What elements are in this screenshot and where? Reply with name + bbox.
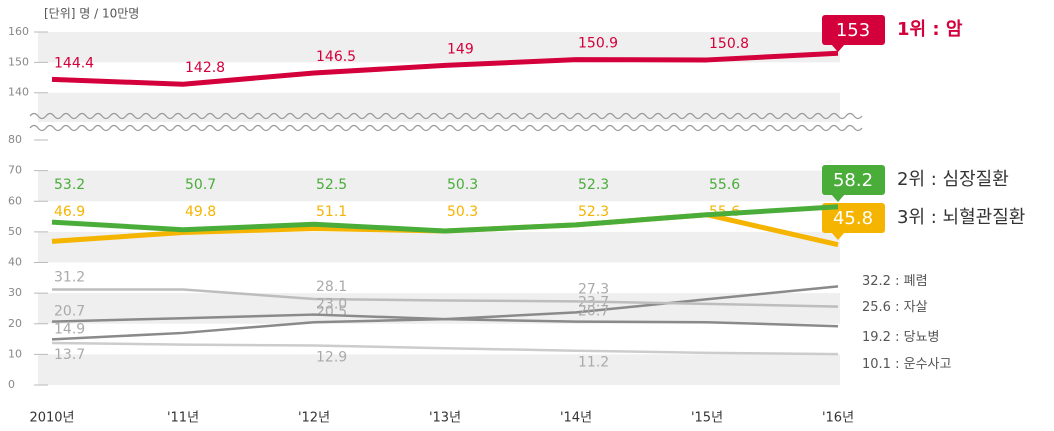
separator: :	[926, 19, 946, 40]
y-tick-label: 0	[8, 378, 15, 391]
band	[38, 170, 840, 202]
series-line	[51, 341, 839, 356]
y-tick-label: 150	[8, 55, 29, 68]
value-label: 55.6	[709, 177, 740, 193]
end-series-label: 2위 : 심장질환	[897, 169, 1009, 190]
value-label: 146.5	[316, 49, 356, 65]
series-name: 자살	[904, 300, 928, 315]
end-label-pointer	[831, 194, 845, 202]
value-label: 23.0	[316, 297, 347, 313]
x-tick-label: '11년	[167, 411, 199, 426]
end-label-pointer	[831, 232, 845, 240]
series-line	[51, 204, 839, 234]
value-label: 49.8	[185, 204, 216, 220]
value-label: 13.7	[54, 347, 85, 363]
series-rank: 2위	[897, 169, 925, 190]
end-series-label: 19.2 : 당뇨병	[862, 330, 940, 345]
series-name: 뇌혈관질환	[943, 207, 1026, 228]
series-rank: 1위	[897, 19, 926, 40]
value-label: 28.1	[316, 279, 347, 295]
band	[38, 231, 840, 263]
y-tick-label: 20	[8, 317, 22, 330]
end-series-label: 1위 : 암	[897, 19, 963, 40]
value-label: 142.8	[185, 60, 225, 76]
value-label: 20.7	[578, 304, 609, 320]
separator: :	[925, 169, 943, 190]
value-label: 14.9	[54, 321, 85, 337]
axis-break	[29, 124, 863, 132]
value-label: 12.9	[316, 349, 347, 365]
series-name: 운수사고	[904, 357, 952, 372]
value-label: 50.3	[447, 204, 478, 220]
band	[38, 32, 840, 63]
x-tick-label: '12년	[298, 411, 330, 426]
series-line	[51, 313, 839, 328]
value-label: 52.5	[316, 177, 347, 193]
end-value-label: 153	[836, 20, 870, 41]
band	[38, 354, 840, 385]
series-line	[52, 288, 839, 308]
end-series-label: 25.6 : 자살	[862, 300, 928, 315]
value-label: 51.1	[316, 204, 347, 220]
value-label: 27.3	[578, 281, 609, 297]
value-label: 52.3	[578, 204, 609, 220]
value-label: 20.7	[54, 304, 85, 320]
value-label: 150.8	[709, 36, 749, 52]
y-tick-label: 70	[8, 164, 22, 177]
end-value-label: 25.6	[862, 300, 891, 315]
y-tick-label: 50	[8, 225, 22, 238]
y-tick-label: 140	[8, 86, 29, 99]
x-tick-label: 2010년	[29, 411, 74, 426]
separator: :	[925, 207, 943, 228]
end-value-label: 58.2	[833, 170, 873, 191]
value-label: 50.7	[185, 177, 216, 193]
x-tick-label: '15년	[691, 411, 723, 426]
end-series-label: 10.1 : 운수사고	[862, 357, 951, 372]
y-tick-label: 30	[8, 286, 22, 299]
separator: :	[891, 300, 904, 315]
x-tick-label: '16년	[822, 411, 854, 426]
series-name: 암	[946, 19, 963, 40]
end-value-label: 32.2	[862, 274, 891, 289]
y-tick-label: 60	[8, 194, 22, 207]
end-series-label: 3위 : 뇌혈관질환	[897, 207, 1025, 228]
separator: :	[891, 330, 904, 345]
value-label: 11.2	[578, 355, 609, 371]
separator: :	[891, 274, 904, 289]
x-tick-label: '14년	[560, 411, 592, 426]
series-name: 심장질환	[943, 169, 1009, 190]
end-label-pointer	[831, 44, 845, 52]
end-label-box	[822, 165, 885, 195]
end-value-label: 10.1	[862, 357, 891, 372]
value-label: 144.4	[54, 55, 94, 71]
series-rank: 3위	[897, 207, 925, 228]
value-label: 50.3	[447, 177, 478, 193]
separator: :	[891, 357, 904, 372]
value-label: 149	[447, 41, 474, 57]
end-label-box	[822, 15, 885, 45]
y-tick-label: 160	[8, 25, 29, 38]
axis-break	[29, 112, 863, 120]
y-tick-label: 80	[8, 133, 22, 146]
series-line	[51, 50, 839, 87]
value-label: 150.9	[578, 36, 618, 52]
value-label: 52.3	[578, 177, 609, 193]
y-tick-label: 10	[8, 347, 22, 360]
end-label-box	[822, 203, 885, 233]
end-series-label: 32.2 : 폐렴	[862, 274, 928, 289]
y-tick-label: 40	[8, 256, 22, 269]
end-value-label: 19.2	[862, 330, 891, 345]
value-label: 31.2	[54, 269, 85, 285]
value-label: 53.2	[54, 177, 85, 193]
x-tick-label: '13년	[429, 411, 461, 426]
unit-label: [단위] 명 / 10만명	[44, 7, 139, 21]
value-label: 46.9	[54, 204, 85, 220]
series-name: 폐렴	[904, 274, 928, 289]
end-value-label: 45.8	[833, 208, 873, 229]
series-name: 당뇨병	[904, 330, 940, 345]
